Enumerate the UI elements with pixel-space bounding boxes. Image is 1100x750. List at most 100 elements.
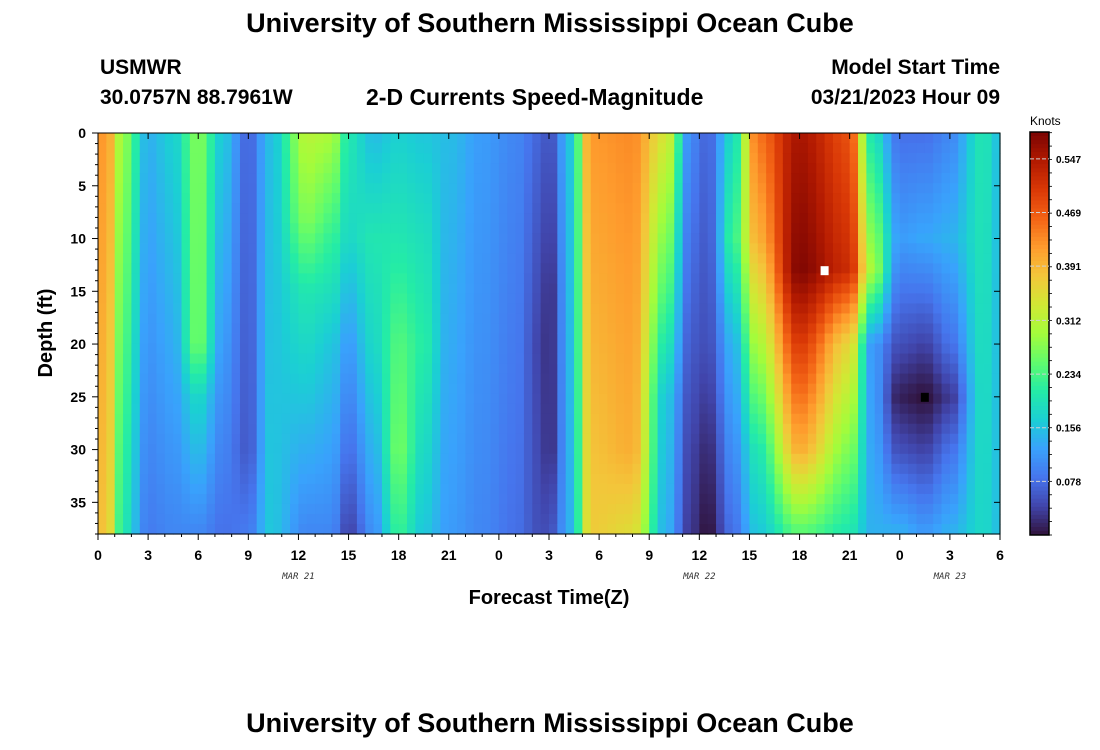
heatmap-cell (164, 473, 174, 485)
heatmap-cell (323, 293, 333, 305)
heatmap-cell (131, 203, 141, 214)
heatmap-cell (532, 443, 542, 455)
x-tick-label: 0 (94, 547, 102, 563)
heatmap-cell (239, 343, 249, 355)
heatmap-cell (774, 413, 784, 425)
heatmap-cell (615, 413, 625, 425)
heatmap-cell (473, 153, 483, 164)
heatmap-cell (557, 203, 567, 214)
heatmap-cell (832, 143, 842, 154)
heatmap-cell (273, 323, 283, 335)
heatmap-cell (615, 203, 625, 214)
heatmap-cell (148, 293, 158, 305)
heatmap-cell (440, 163, 450, 174)
heatmap-cell (557, 173, 567, 184)
heatmap-cell (448, 313, 458, 325)
heatmap-cell (716, 283, 725, 295)
heatmap-cell (306, 273, 316, 284)
heatmap-cell (273, 523, 283, 535)
heatmap-cell (281, 313, 291, 325)
heatmap-cell (198, 353, 208, 365)
heatmap-cell (373, 133, 383, 144)
heatmap-cell (223, 303, 233, 315)
heatmap-cell (632, 333, 642, 345)
heatmap-cell (239, 163, 249, 174)
heatmap-cell (916, 233, 926, 244)
heatmap-cell (373, 403, 383, 415)
heatmap-cell (273, 153, 283, 164)
heatmap-cell (774, 143, 784, 154)
heatmap-cell (407, 293, 416, 305)
heatmap-cell (315, 133, 325, 144)
heatmap-cell (674, 483, 684, 495)
heatmap-cell (657, 233, 667, 244)
heatmap-cell (983, 503, 993, 515)
heatmap-cell (390, 233, 400, 244)
heatmap-cell (273, 333, 283, 345)
heatmap-cell (131, 253, 141, 264)
colorbar-segment (1030, 180, 1049, 185)
heatmap-cell (799, 303, 809, 315)
heatmap-cell (590, 283, 600, 295)
heatmap-cell (198, 233, 208, 244)
heatmap-cell (206, 343, 216, 355)
heatmap-cell (724, 153, 734, 164)
heatmap-cell (866, 173, 876, 184)
heatmap-cell (256, 133, 266, 144)
heatmap-cell (958, 143, 968, 154)
heatmap-cell (699, 413, 709, 425)
heatmap-cell (523, 223, 533, 234)
heatmap-cell (381, 523, 391, 535)
heatmap-cell (899, 383, 909, 395)
heatmap-cell (415, 173, 425, 184)
heatmap-cell (482, 323, 492, 335)
heatmap-cell (123, 293, 133, 305)
heatmap-cell (766, 253, 776, 264)
colorbar-segment (1030, 289, 1049, 294)
heatmap-cell (866, 303, 876, 315)
heatmap-cell (640, 293, 650, 305)
heatmap-cell (473, 453, 483, 465)
heatmap-cell (498, 443, 508, 455)
heatmap-cell (340, 333, 350, 345)
heatmap-cell (256, 203, 266, 214)
x-tick-label: 0 (495, 547, 503, 563)
heatmap-cell (732, 193, 742, 204)
heatmap-cell (273, 223, 283, 234)
heatmap-cell (799, 433, 809, 445)
heatmap-cell (841, 263, 851, 274)
heatmap-cell (949, 433, 959, 445)
heatmap-cell (799, 373, 809, 385)
heatmap-cell (331, 173, 341, 184)
heatmap-cell (131, 363, 141, 375)
heatmap-cell (807, 503, 817, 515)
heatmap-cell (148, 213, 158, 224)
heatmap-cell (707, 343, 717, 355)
heatmap-cell (732, 423, 742, 435)
heatmap-cell (440, 373, 450, 385)
heatmap-cell (791, 233, 801, 244)
heatmap-cell (123, 323, 133, 335)
heatmap-cell (123, 363, 133, 375)
heatmap-cell (298, 523, 308, 535)
heatmap-cell (949, 513, 959, 525)
heatmap-cell (732, 443, 742, 455)
heatmap-cell (331, 143, 341, 154)
heatmap-cell (774, 523, 784, 535)
heatmap-cell (849, 493, 859, 505)
heatmap-cell (156, 353, 166, 365)
heatmap-cell (465, 293, 475, 305)
heatmap-cell (841, 523, 851, 535)
heatmap-cell (206, 383, 216, 395)
heatmap-cell (782, 183, 792, 194)
heatmap-cell (189, 143, 199, 154)
heatmap-cell (966, 523, 976, 535)
heatmap-cell (223, 403, 233, 415)
heatmap-cell (599, 523, 609, 535)
heatmap-cell (432, 233, 442, 244)
heatmap-cell (590, 513, 600, 525)
heatmap-cell (749, 143, 759, 154)
heatmap-cell (933, 273, 943, 284)
heatmap-cell (490, 253, 500, 264)
heatmap-cell (924, 473, 934, 485)
